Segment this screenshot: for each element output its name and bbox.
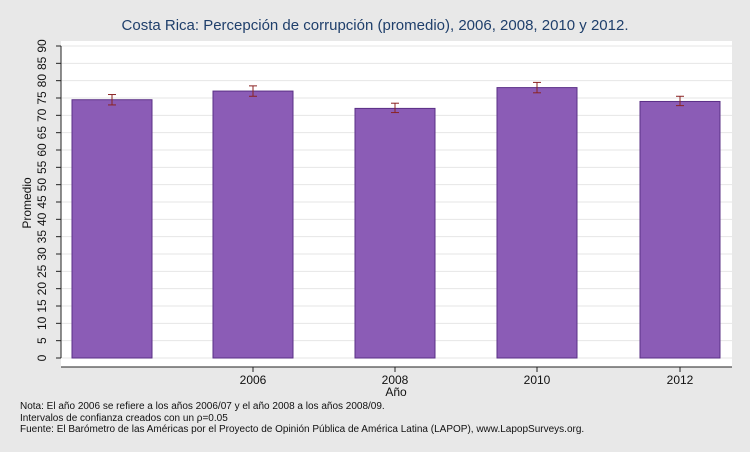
y-tick-label: 75: [35, 91, 49, 105]
y-tick-label: 35: [35, 230, 49, 244]
y-tick-label: 85: [35, 56, 49, 70]
chart-title: Costa Rica: Percepción de corrupción (pr…: [121, 17, 629, 34]
y-tick-label: 0: [35, 354, 49, 361]
y-tick-label: 10: [35, 316, 49, 330]
y-tick-label: 50: [35, 178, 49, 192]
x-tick-label: 2008: [382, 373, 409, 387]
y-tick-label: 40: [35, 212, 49, 226]
x-tick-label: 2010: [524, 373, 551, 387]
y-tick-label: 60: [35, 143, 49, 157]
bar: [496, 87, 578, 359]
bar: [639, 100, 721, 359]
y-tick-label: 5: [35, 337, 49, 344]
y-tick-label: 30: [35, 247, 49, 261]
source-note: Fuente: El Barómetro de las Américas por…: [20, 424, 585, 435]
y-tick-label: 80: [35, 74, 49, 88]
y-tick-label: 65: [35, 126, 49, 140]
y-tick-label: 90: [35, 39, 49, 53]
y-tick-label: 25: [35, 264, 49, 278]
confidence-note: Intervalos de confianza creados con un ρ…: [20, 412, 228, 424]
x-axis-label: Año: [385, 385, 407, 399]
bar: [354, 107, 436, 359]
y-axis: 0 5 10 15 20 25 30 35 40 45 50 55 60 65 70 75 80 85 90: [35, 39, 62, 361]
x-tick-label: 2012: [667, 373, 694, 387]
note-line: Nota: El año 2006 se refiere a los años …: [20, 401, 385, 412]
bars: [71, 87, 721, 359]
x-tick-label: 2006: [240, 373, 267, 387]
error-bars: [108, 81, 684, 114]
y-axis-label: Promedio: [20, 177, 34, 229]
y-tick-label: 20: [35, 282, 49, 296]
y-tick-label: 70: [35, 108, 49, 122]
bar-chart: 0 5 10 15 20 25 30 35 40 45 50 55 60 65 70 75 80 85 90 200…: [20, 39, 732, 399]
bar: [212, 90, 294, 359]
y-tick-label: 45: [35, 195, 49, 209]
bar: [71, 99, 153, 359]
x-axis: 2006 2008 2010 2012: [61, 366, 732, 387]
footnotes: Nota: El año 2006 se refiere a los años …: [20, 401, 584, 436]
y-tick-label: 55: [35, 160, 49, 174]
y-tick-label: 15: [35, 299, 49, 313]
